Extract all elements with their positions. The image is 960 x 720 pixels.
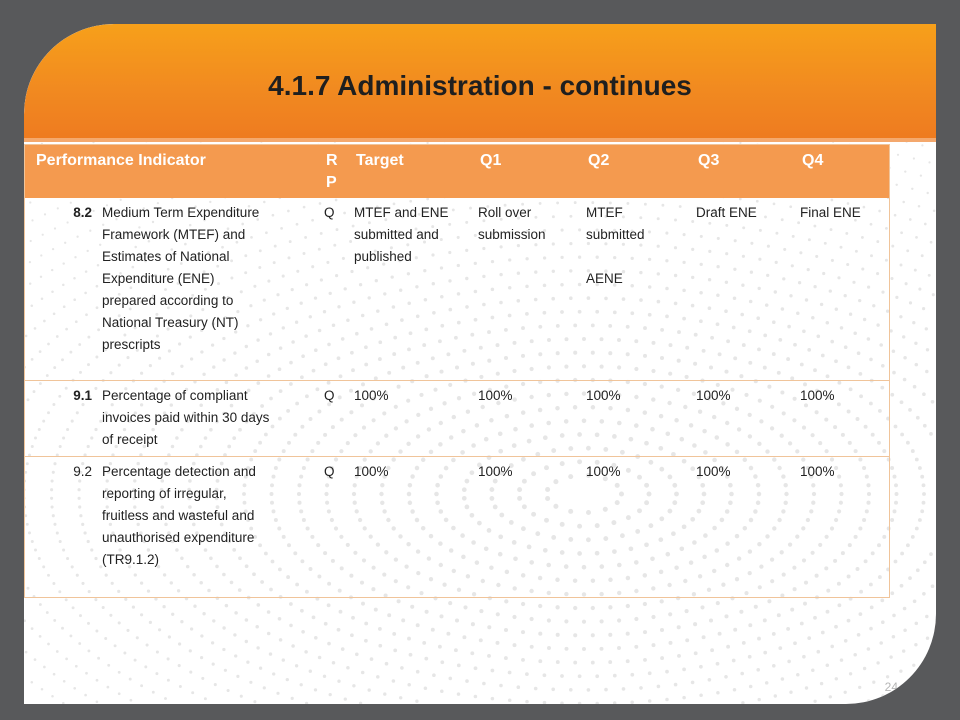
q1-cell: Roll over submission bbox=[474, 198, 583, 381]
q3-cell: Draft ENE bbox=[692, 198, 797, 381]
q2-cell: 100% bbox=[582, 380, 693, 457]
indicator-cell: Percentage detection and reporting of ir… bbox=[102, 463, 256, 567]
table-row: 9.2 Percentage detection and reporting o… bbox=[24, 456, 890, 586]
header-q4: Q4 bbox=[796, 144, 891, 198]
q2-cell: MTEF submitted AENE bbox=[582, 198, 693, 381]
row-number: 9.2 bbox=[73, 463, 92, 479]
row-number: 8.2 bbox=[24, 198, 98, 381]
header-target: Target bbox=[350, 144, 475, 198]
indicator-cell: Percentage of compliant invoices paid wi… bbox=[98, 380, 321, 457]
rp-cell: Q bbox=[324, 463, 335, 479]
q1-cell: 100% bbox=[478, 463, 513, 479]
q3-cell: 100% bbox=[696, 463, 731, 479]
header-q1: Q1 bbox=[474, 144, 583, 198]
header-rp: R P bbox=[320, 144, 351, 198]
header-q3: Q3 bbox=[692, 144, 797, 198]
table-header-row: Performance Indicator R P Target Q1 Q2 Q… bbox=[24, 144, 891, 198]
q4-cell: 100% bbox=[800, 463, 835, 479]
q4-cell: 100% bbox=[796, 380, 891, 457]
indicator-cell: Medium Term Expenditure Framework (MTEF)… bbox=[98, 198, 321, 381]
header-performance-indicator: Performance Indicator bbox=[24, 144, 321, 198]
table-row: 8.2 Medium Term Expenditure Framework (M… bbox=[24, 198, 891, 381]
rp-cell: Q bbox=[320, 380, 351, 457]
q1-cell: 100% bbox=[474, 380, 583, 457]
q3-cell: 100% bbox=[692, 380, 797, 457]
rp-cell: Q bbox=[320, 198, 351, 381]
target-cell: 100% bbox=[354, 463, 389, 479]
q4-cell: Final ENE bbox=[796, 198, 891, 381]
table-row: 9.1 Percentage of compliant invoices pai… bbox=[24, 380, 891, 457]
header-q2: Q2 bbox=[582, 144, 693, 198]
q2-cell: 100% bbox=[586, 463, 621, 479]
slide-number: 24 bbox=[884, 680, 898, 694]
performance-table: Performance Indicator R P Target Q1 Q2 Q… bbox=[24, 144, 891, 586]
target-cell: MTEF and ENE submitted and published bbox=[350, 198, 475, 381]
title-banner bbox=[24, 24, 936, 142]
row-number: 9.1 bbox=[24, 380, 98, 457]
target-cell: 100% bbox=[350, 380, 475, 457]
slide-title: 4.1.7 Administration - continues bbox=[268, 70, 692, 101]
